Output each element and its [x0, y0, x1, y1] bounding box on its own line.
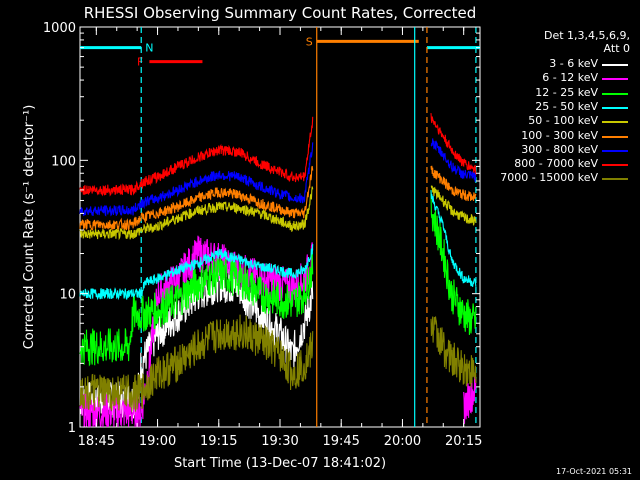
legend-label: 25 - 50 keV — [535, 99, 598, 113]
axes-layer: 1 10 100 1000 18:45 19:00 19:15 19:30 19:45 20:00… — [43, 21, 483, 449]
legend-swatch — [602, 135, 628, 138]
legend-label: 12 - 25 keV — [535, 85, 598, 99]
legend-label: 3 - 6 keV — [549, 57, 598, 70]
legend-entry: 100 - 300 keV — [492, 129, 632, 143]
flag-label: N — [145, 42, 153, 55]
series-line — [463, 372, 477, 424]
legend-label: 300 - 800 keV — [521, 142, 598, 156]
x-tick-label: 19:00 — [139, 434, 176, 449]
series-line — [79, 142, 314, 217]
x-tick-label: 20:00 — [384, 434, 421, 449]
legend-entry: 800 - 7000 keV — [492, 157, 632, 171]
legend-entry: 12 - 25 keV — [492, 86, 632, 100]
flag-label: S — [306, 35, 313, 48]
legend-label: 7000 - 15000 keV — [500, 171, 598, 185]
flag-label: F — [137, 56, 143, 69]
series-line — [430, 165, 477, 202]
legend-entry: 300 - 800 keV — [492, 143, 632, 157]
y-axis-label: Corrected Count Rate (s⁻¹ detector⁻¹) — [22, 105, 37, 350]
marker-lines-layer — [140, 27, 477, 427]
detector-note: Det 1,3,4,5,6,9, Att 0 — [544, 29, 630, 55]
series-layer — [79, 113, 477, 428]
legend-entry: 50 - 100 keV — [492, 114, 632, 128]
legend-swatch — [602, 178, 628, 181]
legend-swatch — [602, 149, 628, 152]
series-line — [430, 113, 477, 175]
legend-swatch — [602, 106, 628, 109]
flags-layer: NF S — [80, 35, 480, 69]
timestamp: 17-Oct-2021 05:31 — [556, 467, 632, 476]
series-line — [430, 190, 477, 287]
y-tick-label: 1 — [68, 421, 76, 436]
legend-swatch — [602, 64, 628, 66]
series-line — [430, 185, 477, 226]
y-tick-label: 100 — [51, 154, 76, 169]
series-line — [430, 189, 477, 335]
series-line — [79, 186, 314, 241]
y-tick-label: 10 — [59, 288, 76, 303]
x-tick-label: 19:45 — [322, 434, 359, 449]
series-line — [79, 249, 314, 367]
series-line — [430, 138, 477, 182]
legend-swatch — [602, 121, 628, 124]
series-line — [430, 316, 477, 388]
legend-label: 6 - 12 keV — [542, 71, 598, 85]
legend-entry: 7000 - 15000 keV — [492, 171, 632, 185]
legend-entry: 25 - 50 keV — [492, 100, 632, 114]
legend-entry: 6 - 12 keV — [492, 71, 632, 85]
chart-title: RHESSI Observing Summary Count Rates, Co… — [84, 4, 477, 22]
legend-label: 800 - 7000 keV — [514, 157, 598, 171]
series-line — [79, 314, 314, 412]
legend-swatch — [602, 78, 628, 81]
attenuator-state: Att 0 — [603, 42, 630, 55]
legend-entry: 3 - 6 keV — [492, 57, 632, 71]
legend-label: 100 - 300 keV — [521, 128, 598, 142]
x-tick-label: 19:15 — [200, 434, 237, 449]
x-tick-label: 20:15 — [445, 434, 482, 449]
series-line — [79, 116, 314, 197]
series-line — [79, 165, 314, 231]
legend-label: 50 - 100 keV — [528, 114, 598, 128]
x-tick-label: 19:30 — [261, 434, 298, 449]
legend-swatch — [602, 92, 628, 95]
detector-list: Det 1,3,4,5,6,9, — [543, 29, 630, 42]
x-tick-label: 18:45 — [78, 434, 115, 449]
y-tick-label: 1000 — [43, 21, 76, 36]
series-line — [79, 244, 314, 301]
x-axis-label: Start Time (13-Dec-07 18:41:02) — [174, 456, 386, 471]
legend-swatch — [602, 164, 628, 167]
